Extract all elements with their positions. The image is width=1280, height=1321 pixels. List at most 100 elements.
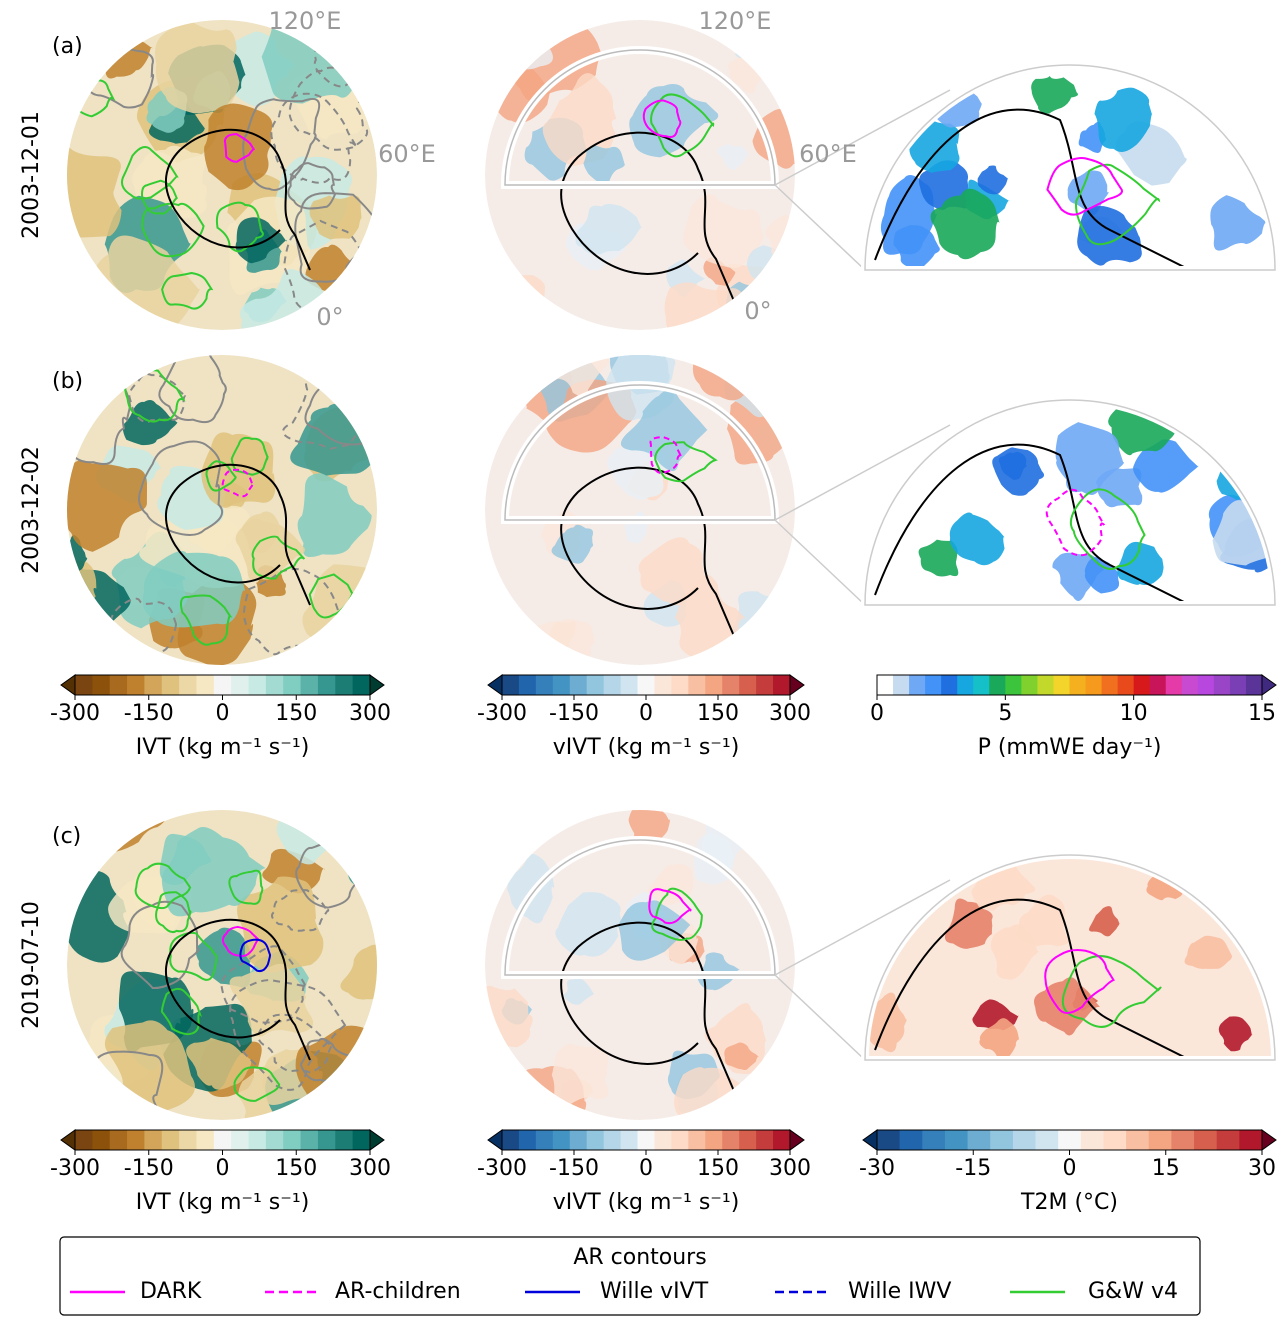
colorbar-segment — [722, 1130, 740, 1150]
colorbar-extension — [1261, 674, 1277, 696]
ar-contour — [239, 938, 272, 973]
maps: (a) 2003-12-01 120°E 60°E 0° 120°E 60°E 0° (b) 20… — [19, 7, 1280, 1120]
vivt-field — [629, 84, 719, 158]
vivt-field — [555, 892, 622, 957]
colorbar-segment — [893, 675, 910, 695]
zoom-field — [1133, 439, 1199, 493]
longitude-label: 0° — [744, 297, 771, 325]
colorbar-tick-label: -150 — [549, 1156, 599, 1181]
colorbar-segment — [283, 675, 302, 695]
colorbar-label: IVT (kg m⁻¹ s⁻¹) — [136, 1190, 310, 1215]
zoom-outline — [504, 384, 776, 521]
zoom-field — [1184, 935, 1233, 969]
ar-contour — [1045, 488, 1106, 557]
ivt-field — [67, 868, 131, 963]
ar-contour — [141, 179, 178, 215]
vivt-map — [485, 355, 795, 665]
colorbar-segment — [925, 675, 942, 695]
ar-contour — [649, 435, 682, 475]
ivt-field — [297, 473, 372, 558]
colorbar-segment — [1229, 675, 1247, 695]
ar-contour — [141, 202, 205, 258]
colorbar-tick-label: -300 — [50, 701, 100, 726]
coastline — [874, 443, 1191, 605]
colorbar-segment — [1245, 675, 1263, 695]
vivt-field — [485, 274, 548, 330]
colorbar-segment — [1165, 675, 1183, 695]
colorbar-tick-label: 15 — [1248, 701, 1276, 726]
colorbar-extension — [369, 1129, 385, 1151]
colorbar-segment — [899, 1130, 923, 1150]
colorbar-tick-label: -150 — [124, 701, 174, 726]
vivt-field — [485, 985, 533, 1052]
colorbar-segment — [603, 675, 622, 695]
colorbar-segment — [1181, 675, 1199, 695]
colorbar-segment — [739, 1130, 757, 1150]
pressure-contour — [158, 355, 227, 424]
colorbar-segment — [535, 1130, 554, 1150]
colorbar-segment — [265, 675, 284, 695]
colorbar-segment — [688, 1130, 706, 1150]
ivt-field — [235, 217, 287, 264]
colorbar-tick-label: -300 — [477, 1156, 527, 1181]
colorbar-segment — [213, 675, 232, 695]
ar-contour — [228, 869, 264, 905]
colorbar-tick-label: 0 — [639, 701, 653, 726]
vivt-field — [575, 203, 642, 255]
zoom-outline — [504, 49, 776, 186]
zoom-frame — [864, 64, 1276, 271]
colorbar-tick-label: 150 — [697, 701, 739, 726]
vivt-field — [620, 389, 708, 472]
colorbar-segment — [317, 675, 336, 695]
ivt-field — [67, 147, 122, 238]
colorbar-segment — [722, 675, 740, 695]
zoom-field — [930, 188, 1000, 260]
legend-label: DARK — [140, 1279, 202, 1304]
colorbar-segment — [109, 675, 128, 695]
ar-contour — [180, 594, 233, 646]
panel-label: (b) — [52, 369, 83, 394]
zoom-field — [998, 451, 1027, 480]
colorbar-tick-label: 15 — [1152, 1156, 1180, 1181]
colorbar: -300 -150 0 150 300 vIVT (kg m⁻¹ s⁻¹) — [477, 1129, 811, 1215]
coastline — [560, 466, 735, 637]
zoom-connector — [774, 184, 866, 271]
colorbar-segment — [231, 675, 250, 695]
colorbar-segment — [877, 1130, 901, 1150]
colorbar-label: T2M (°C) — [1020, 1190, 1118, 1215]
zoom-field — [949, 512, 1005, 566]
colorbar-segment — [637, 675, 655, 695]
colorbar-segment — [1035, 1130, 1059, 1150]
zoom-frame — [864, 399, 1276, 606]
longitude-label: 120°E — [269, 7, 342, 35]
ivt-map — [67, 810, 377, 1120]
pressure-contour — [270, 889, 330, 932]
ar-contour — [1069, 488, 1146, 570]
colorbar-segment — [552, 1130, 571, 1150]
zoom-field — [1094, 87, 1153, 152]
ar-contour — [215, 201, 264, 253]
coastline — [164, 128, 311, 271]
colorbar-segment — [352, 675, 371, 695]
colorbar-extension — [487, 1129, 503, 1151]
panel-label: (a) — [52, 34, 83, 59]
zoom-connector — [774, 974, 866, 1061]
colorbar-segment — [569, 675, 588, 695]
ivt-field — [340, 944, 377, 1000]
coastline — [874, 898, 1191, 1060]
ar-contour — [233, 1066, 281, 1102]
colorbar-segment — [973, 675, 990, 695]
colorbar-label: vIVT (kg m⁻¹ s⁻¹) — [553, 1190, 740, 1215]
colorbar-tick-label: 0 — [639, 1156, 653, 1181]
legend-box — [59, 1236, 1201, 1316]
ivt-map — [67, 355, 377, 665]
ivt-field — [67, 273, 97, 326]
coastline — [164, 918, 311, 1061]
colorbar-tick-label: 0 — [1063, 1156, 1077, 1181]
ivt-field — [67, 560, 97, 617]
zoom-field — [918, 539, 959, 577]
legend-label: Wille vIVT — [600, 1279, 709, 1304]
colorbar-tick-label: 300 — [349, 1156, 391, 1181]
colorbar-segment — [92, 1130, 111, 1150]
